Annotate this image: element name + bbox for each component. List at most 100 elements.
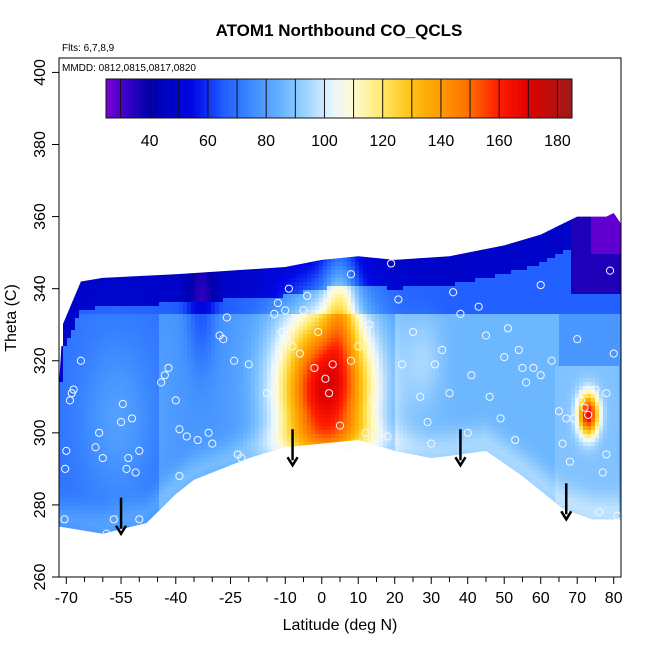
field-cell: [403, 342, 408, 347]
field-cell: [295, 262, 300, 267]
field-cell: [383, 410, 388, 415]
field-cell: [275, 346, 280, 351]
field-cell: [191, 366, 196, 371]
field-cell: [123, 286, 128, 291]
field-cell: [103, 530, 108, 534]
field-cell: [167, 354, 172, 359]
field-cell: [391, 426, 396, 431]
field-cell: [243, 454, 248, 459]
field-cell: [315, 330, 320, 335]
field-cell: [263, 278, 268, 283]
field-cell: [195, 294, 200, 299]
field-cell: [335, 338, 340, 343]
field-cell: [127, 446, 132, 451]
field-cell: [331, 354, 336, 359]
field-cell: [219, 442, 224, 447]
field-cell: [327, 446, 332, 451]
field-cell: [207, 466, 212, 471]
field-cell: [215, 418, 220, 423]
field-cell: [351, 434, 356, 439]
field-cell: [103, 514, 108, 519]
field-cell: [343, 346, 348, 351]
field-cell: [339, 266, 344, 271]
field-cell: [171, 474, 176, 479]
field-cell: [271, 418, 276, 423]
field-cell: [283, 262, 288, 267]
field-cell: [167, 318, 172, 323]
field-cell: [343, 398, 348, 403]
field-cell: [203, 462, 208, 467]
field-cell: [295, 414, 300, 419]
field-cell: [315, 294, 320, 299]
field-cell: [147, 514, 152, 519]
field-cell: [143, 270, 148, 275]
field-cell: [347, 378, 352, 383]
field-cell: [355, 362, 360, 367]
field-cell: [183, 314, 188, 319]
field-cell: [331, 342, 336, 347]
field-cell: [407, 378, 412, 383]
field-cell: [91, 454, 96, 459]
field-cell: [379, 302, 384, 307]
field-cell: [147, 434, 152, 439]
field-cell: [135, 342, 140, 347]
field-cell: [287, 386, 292, 391]
field-cell: [187, 302, 192, 307]
field-cell: [159, 306, 164, 311]
field-cell: [71, 394, 76, 399]
field-cell: [379, 414, 384, 419]
field-cell: [159, 490, 164, 495]
field-cell: [335, 346, 340, 351]
field-cell: [83, 498, 88, 503]
field-cell: [171, 382, 176, 387]
field-cell: [363, 266, 368, 271]
field-cell: [359, 322, 364, 327]
field-cell: [131, 338, 136, 343]
field-cell: [135, 470, 140, 475]
field-cell: [207, 430, 212, 435]
field-cell: [127, 298, 132, 303]
field-cell: [151, 362, 156, 367]
field-cell: [399, 290, 404, 295]
field-cell: [367, 354, 372, 359]
field-cell: [407, 266, 412, 271]
field-cell: [271, 450, 276, 455]
field-cell: [379, 406, 384, 411]
field-cell: [183, 306, 188, 311]
field-cell: [163, 458, 168, 463]
field-cell: [183, 318, 188, 323]
field-cell: [191, 374, 196, 379]
field-cell: [283, 358, 288, 363]
field-cell: [303, 302, 308, 307]
field-cell: [319, 278, 324, 283]
field-cell: [243, 302, 248, 307]
field-cell: [215, 354, 220, 359]
field-cell: [307, 306, 312, 311]
field-cell: [215, 474, 220, 479]
field-cell: [383, 378, 388, 383]
field-cell: [363, 422, 368, 427]
field-cell: [79, 346, 84, 351]
field-cell: [83, 330, 88, 335]
field-cell: [203, 282, 208, 287]
field-cell: [187, 358, 192, 363]
field-cell: [267, 354, 272, 359]
field-cell: [235, 410, 240, 415]
field-cell: [351, 330, 356, 335]
field-cell: [143, 366, 148, 371]
field-cell: [79, 326, 84, 331]
field-cell: [211, 266, 216, 271]
field-cell: [83, 466, 88, 471]
field-cell: [191, 418, 196, 423]
field-cell: [203, 362, 208, 367]
field-cell: [79, 486, 84, 491]
field-cell: [87, 378, 92, 383]
field-cell: [343, 414, 348, 419]
field-cell: [219, 370, 224, 375]
field-cell: [307, 302, 312, 307]
field-cell: [115, 486, 120, 491]
field-cell: [323, 318, 328, 323]
field-cell: [287, 418, 292, 423]
field-cell: [103, 462, 108, 467]
field-cell: [247, 270, 252, 275]
